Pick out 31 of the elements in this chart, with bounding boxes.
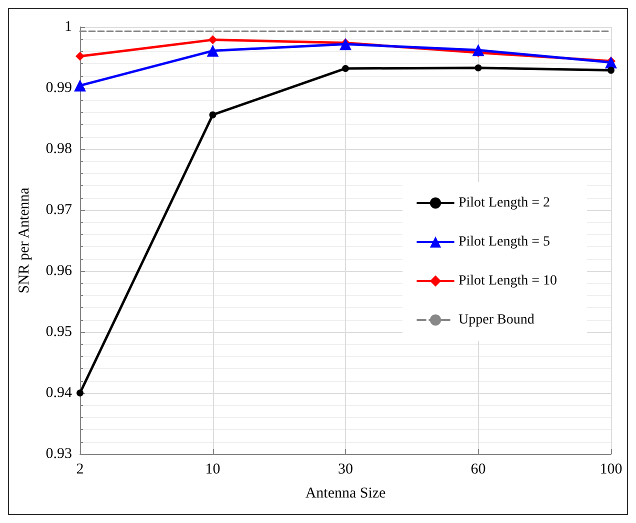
point [608,66,614,74]
y-tick-label: 0.95 [46,324,72,340]
point [472,44,484,56]
legend-label: Upper Bound [458,312,534,328]
x-tick-label: 30 [338,462,353,478]
x-tick-label: 60 [470,462,486,478]
y-tick-label: 0.94 [46,385,72,401]
y-tick-label: 0.93 [46,446,72,462]
legend-label: Pilot Length = 5 [458,234,550,250]
point [76,52,84,61]
point [340,38,352,50]
legend-label: Pilot Length = 10 [458,274,558,288]
point [206,44,219,57]
point [76,390,84,396]
point [209,111,216,118]
x-tick-label: 10 [205,462,220,478]
point [74,80,86,92]
point [474,64,482,72]
y-tick-label: 0.99 [46,80,72,96]
point [342,64,349,72]
x-axis-title: Antenna Size [305,486,386,502]
y-tick-label: 0.98 [46,141,72,157]
y-tick-label: 1 [64,19,72,35]
point [605,56,617,68]
y-tick-label: 0.96 [46,263,72,279]
x-tick-label: 100 [600,462,622,478]
y-axis-title: SNR per Antenna [16,187,32,294]
y-tick-label: 0.97 [46,202,72,218]
point [208,35,218,44]
x-tick-label: 2 [76,462,84,478]
legend-label: Pilot Length = 2 [458,196,550,210]
